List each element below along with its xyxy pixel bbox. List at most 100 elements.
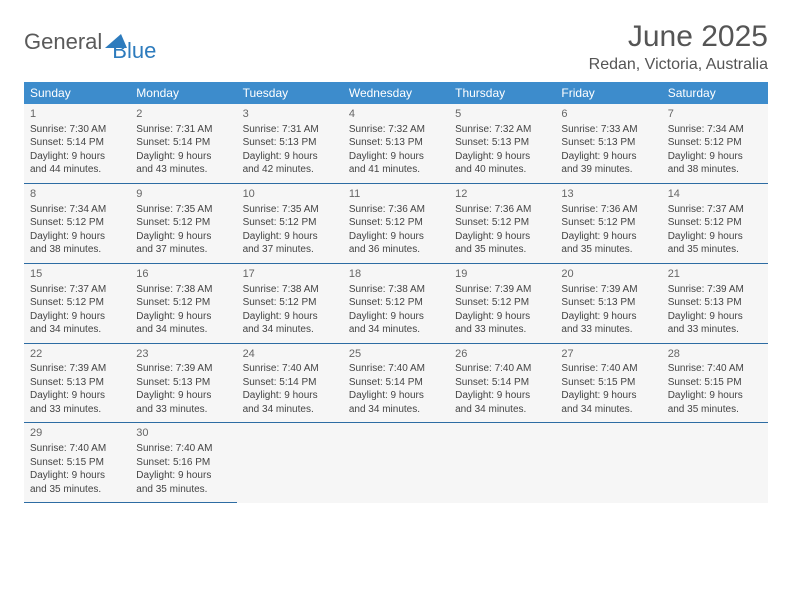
- day-number: 6: [561, 107, 655, 122]
- daylight-text: Daylight: 9 hours and 41 minutes.: [349, 150, 443, 177]
- sunrise-text: Sunrise: 7:39 AM: [668, 283, 762, 297]
- calendar-day-cell: 15Sunrise: 7:37 AMSunset: 5:12 PMDayligh…: [24, 263, 130, 343]
- sunrise-text: Sunrise: 7:39 AM: [30, 362, 124, 376]
- sunrise-text: Sunrise: 7:39 AM: [561, 283, 655, 297]
- sunset-text: Sunset: 5:15 PM: [668, 376, 762, 390]
- day-number: 19: [455, 267, 549, 282]
- sunset-text: Sunset: 5:13 PM: [668, 296, 762, 310]
- day-number: 11: [349, 187, 443, 202]
- daylight-text: Daylight: 9 hours and 34 minutes.: [30, 310, 124, 337]
- calendar-day-cell: 27Sunrise: 7:40 AMSunset: 5:15 PMDayligh…: [555, 343, 661, 423]
- calendar-day-cell: 21Sunrise: 7:39 AMSunset: 5:13 PMDayligh…: [662, 263, 768, 343]
- calendar-day-cell: 18Sunrise: 7:38 AMSunset: 5:12 PMDayligh…: [343, 263, 449, 343]
- sunrise-text: Sunrise: 7:32 AM: [455, 123, 549, 137]
- daylight-text: Daylight: 9 hours and 34 minutes.: [243, 310, 337, 337]
- sunset-text: Sunset: 5:14 PM: [349, 376, 443, 390]
- sunset-text: Sunset: 5:13 PM: [455, 136, 549, 150]
- calendar-day-cell: 30Sunrise: 7:40 AMSunset: 5:16 PMDayligh…: [130, 423, 236, 503]
- sunset-text: Sunset: 5:12 PM: [561, 216, 655, 230]
- calendar-day-cell: 4Sunrise: 7:32 AMSunset: 5:13 PMDaylight…: [343, 104, 449, 183]
- daylight-text: Daylight: 9 hours and 37 minutes.: [136, 230, 230, 257]
- day-header-row: Sunday Monday Tuesday Wednesday Thursday…: [24, 82, 768, 104]
- sunset-text: Sunset: 5:13 PM: [136, 376, 230, 390]
- sunset-text: Sunset: 5:12 PM: [30, 296, 124, 310]
- calendar-day-cell: 24Sunrise: 7:40 AMSunset: 5:14 PMDayligh…: [237, 343, 343, 423]
- daylight-text: Daylight: 9 hours and 36 minutes.: [349, 230, 443, 257]
- day-number: 24: [243, 347, 337, 362]
- sunrise-text: Sunrise: 7:38 AM: [349, 283, 443, 297]
- day-number: 13: [561, 187, 655, 202]
- sunset-text: Sunset: 5:14 PM: [455, 376, 549, 390]
- calendar-day-cell: 2Sunrise: 7:31 AMSunset: 5:14 PMDaylight…: [130, 104, 236, 183]
- sunrise-text: Sunrise: 7:40 AM: [561, 362, 655, 376]
- sunrise-text: Sunrise: 7:34 AM: [30, 203, 124, 217]
- daylight-text: Daylight: 9 hours and 33 minutes.: [455, 310, 549, 337]
- day-number: 18: [349, 267, 443, 282]
- calendar-table: Sunday Monday Tuesday Wednesday Thursday…: [24, 82, 768, 503]
- sunset-text: Sunset: 5:12 PM: [349, 296, 443, 310]
- day-number: 2: [136, 107, 230, 122]
- daylight-text: Daylight: 9 hours and 37 minutes.: [243, 230, 337, 257]
- sunrise-text: Sunrise: 7:36 AM: [455, 203, 549, 217]
- sunrise-text: Sunrise: 7:36 AM: [561, 203, 655, 217]
- day-header: Wednesday: [343, 82, 449, 104]
- calendar-day-cell: 16Sunrise: 7:38 AMSunset: 5:12 PMDayligh…: [130, 263, 236, 343]
- sunset-text: Sunset: 5:12 PM: [243, 296, 337, 310]
- sunrise-text: Sunrise: 7:40 AM: [243, 362, 337, 376]
- calendar-day-cell: 12Sunrise: 7:36 AMSunset: 5:12 PMDayligh…: [449, 183, 555, 263]
- calendar-day-cell: [662, 423, 768, 503]
- daylight-text: Daylight: 9 hours and 38 minutes.: [30, 230, 124, 257]
- calendar-week-row: 22Sunrise: 7:39 AMSunset: 5:13 PMDayligh…: [24, 343, 768, 423]
- sunrise-text: Sunrise: 7:37 AM: [668, 203, 762, 217]
- calendar-day-cell: [237, 423, 343, 503]
- day-number: 26: [455, 347, 549, 362]
- day-number: 4: [349, 107, 443, 122]
- header: General Blue June 2025 Redan, Victoria, …: [24, 20, 768, 74]
- sunrise-text: Sunrise: 7:39 AM: [455, 283, 549, 297]
- sunset-text: Sunset: 5:13 PM: [349, 136, 443, 150]
- day-number: 16: [136, 267, 230, 282]
- day-number: 28: [668, 347, 762, 362]
- daylight-text: Daylight: 9 hours and 40 minutes.: [455, 150, 549, 177]
- day-header: Friday: [555, 82, 661, 104]
- day-number: 10: [243, 187, 337, 202]
- day-number: 25: [349, 347, 443, 362]
- calendar-day-cell: 29Sunrise: 7:40 AMSunset: 5:15 PMDayligh…: [24, 423, 130, 503]
- sunrise-text: Sunrise: 7:40 AM: [455, 362, 549, 376]
- sunset-text: Sunset: 5:12 PM: [136, 296, 230, 310]
- daylight-text: Daylight: 9 hours and 43 minutes.: [136, 150, 230, 177]
- day-number: 29: [30, 426, 124, 441]
- daylight-text: Daylight: 9 hours and 35 minutes.: [668, 230, 762, 257]
- day-header: Saturday: [662, 82, 768, 104]
- daylight-text: Daylight: 9 hours and 34 minutes.: [243, 389, 337, 416]
- calendar-day-cell: 25Sunrise: 7:40 AMSunset: 5:14 PMDayligh…: [343, 343, 449, 423]
- logo: General Blue: [24, 20, 156, 64]
- daylight-text: Daylight: 9 hours and 35 minutes.: [136, 469, 230, 496]
- sunset-text: Sunset: 5:12 PM: [30, 216, 124, 230]
- title-block: June 2025 Redan, Victoria, Australia: [589, 20, 768, 74]
- sunset-text: Sunset: 5:13 PM: [30, 376, 124, 390]
- sunrise-text: Sunrise: 7:35 AM: [243, 203, 337, 217]
- daylight-text: Daylight: 9 hours and 35 minutes.: [561, 230, 655, 257]
- calendar-day-cell: 11Sunrise: 7:36 AMSunset: 5:12 PMDayligh…: [343, 183, 449, 263]
- sunrise-text: Sunrise: 7:40 AM: [668, 362, 762, 376]
- daylight-text: Daylight: 9 hours and 33 minutes.: [561, 310, 655, 337]
- daylight-text: Daylight: 9 hours and 35 minutes.: [455, 230, 549, 257]
- day-number: 20: [561, 267, 655, 282]
- sunrise-text: Sunrise: 7:32 AM: [349, 123, 443, 137]
- day-number: 14: [668, 187, 762, 202]
- day-number: 1: [30, 107, 124, 122]
- sunrise-text: Sunrise: 7:40 AM: [30, 442, 124, 456]
- daylight-text: Daylight: 9 hours and 34 minutes.: [136, 310, 230, 337]
- daylight-text: Daylight: 9 hours and 39 minutes.: [561, 150, 655, 177]
- sunrise-text: Sunrise: 7:37 AM: [30, 283, 124, 297]
- calendar-week-row: 29Sunrise: 7:40 AMSunset: 5:15 PM Dayligh…: [24, 423, 768, 503]
- calendar-day-cell: 17Sunrise: 7:38 AMSunset: 5:12 PMDayligh…: [237, 263, 343, 343]
- sunrise-text: Sunrise: 7:33 AM: [561, 123, 655, 137]
- calendar-day-cell: 14Sunrise: 7:37 AMSunset: 5:12 PMDayligh…: [662, 183, 768, 263]
- daylight-text: Daylight: 9 hours and 34 minutes.: [455, 389, 549, 416]
- sunset-text: Sunset: 5:12 PM: [349, 216, 443, 230]
- sunset-text: Sunset: 5:15 PM: [30, 456, 124, 470]
- daylight-text: Daylight: 9 hours and 44 minutes.: [30, 150, 124, 177]
- sunrise-text: Sunrise: 7:39 AM: [136, 362, 230, 376]
